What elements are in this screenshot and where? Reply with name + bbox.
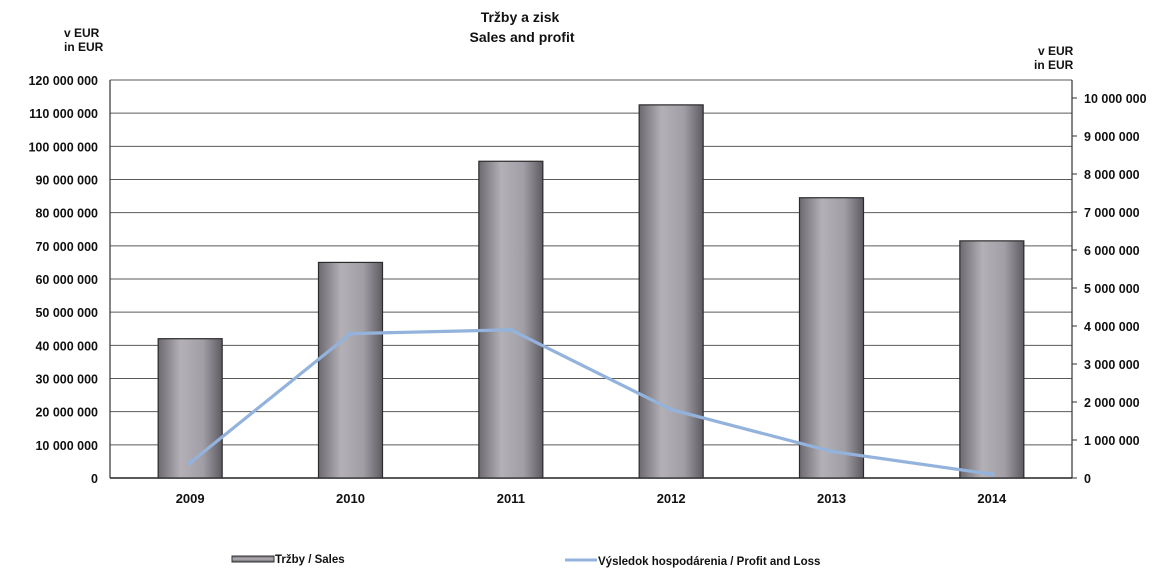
profit-point-2012 [668, 407, 674, 413]
left-tick-label: 110 000 000 [29, 107, 98, 121]
legend-label-sales: Tržby / Sales [275, 554, 345, 566]
right-axis-ticks: 0 1 000 000 2 000 000 3 000 000 4 000 000 5 0… [1072, 92, 1147, 486]
left-tick-label: 70 000 000 [35, 240, 98, 254]
x-axis-labels: 2009 2010 2011 2012 2013 2014 [176, 491, 1007, 506]
x-tick-label: 2012 [657, 491, 686, 506]
left-tick-label: 0 [91, 472, 98, 486]
left-tick-label: 20 000 000 [35, 406, 98, 420]
x-tick-label: 2013 [817, 491, 846, 506]
left-axis-ticks: 0 10 000 000 20 000 000 30 000 000 40 000 00… [28, 74, 98, 486]
chart-subtitle: Sales and profit [469, 29, 574, 45]
left-axis-unit-line2: in EUR [64, 40, 104, 54]
left-tick-label: 80 000 000 [35, 207, 98, 221]
sales-bar-2010 [317, 261, 384, 479]
profit-point-2013 [829, 448, 834, 454]
chart-title: Tržby a zisk [481, 9, 560, 25]
x-tick-label: 2009 [176, 491, 205, 506]
profit-point-2009 [187, 460, 193, 466]
left-tick-label: 40 000 000 [35, 339, 98, 353]
left-axis-unit-line1: v EUR [64, 26, 100, 40]
x-tick-label: 2010 [336, 491, 365, 506]
legend-label-profit: Výsledok hospodárenia / Profit and Loss [598, 556, 820, 568]
legend: Tržby / Sales Výsledok hospodárenia / Pr… [231, 554, 820, 568]
right-tick-label: 4 000 000 [1084, 320, 1140, 334]
left-tick-label: 50 000 000 [35, 306, 98, 320]
sales-bar-2014 [959, 240, 1025, 479]
left-tick-label: 100 000 000 [28, 140, 98, 154]
right-tick-label: 9 000 000 [1084, 130, 1140, 144]
right-tick-label: 1 000 000 [1084, 434, 1140, 448]
right-axis-unit-line2: in EUR [1034, 58, 1074, 72]
left-tick-label: 120 000 000 [28, 74, 98, 88]
sales-bar-2013 [798, 197, 865, 479]
left-tick-label: 90 000 000 [35, 174, 98, 188]
right-tick-label: 10 000 000 [1084, 92, 1147, 106]
right-tick-label: 8 000 000 [1084, 168, 1140, 182]
right-tick-label: 3 000 000 [1084, 358, 1140, 372]
x-tick-label: 2011 [497, 491, 525, 506]
left-tick-label: 30 000 000 [35, 373, 98, 387]
right-tick-label: 5 000 000 [1084, 282, 1140, 296]
right-axis-unit-line1: v EUR [1038, 44, 1074, 58]
sales-bar-2009 [157, 338, 223, 479]
sales-bar-2012 [638, 104, 704, 479]
profit-line-path [189, 328, 993, 476]
x-tick-label: 2014 [977, 491, 1007, 506]
right-tick-label: 7 000 000 [1084, 206, 1140, 220]
right-tick-label: 0 [1084, 472, 1091, 486]
left-tick-label: 60 000 000 [35, 273, 98, 287]
profit-point-2010 [348, 331, 353, 337]
profit-point-2011 [508, 327, 514, 333]
right-tick-label: 6 000 000 [1084, 244, 1140, 258]
left-tick-label: 10 000 000 [35, 439, 98, 453]
sales-bar-2011 [478, 160, 544, 479]
gridlines [109, 79, 1073, 479]
profit-line [187, 327, 995, 477]
profit-point-2014 [989, 471, 995, 477]
right-tick-label: 2 000 000 [1084, 396, 1140, 410]
sales-bars [157, 104, 1025, 479]
legend-swatch-sales [231, 555, 275, 563]
